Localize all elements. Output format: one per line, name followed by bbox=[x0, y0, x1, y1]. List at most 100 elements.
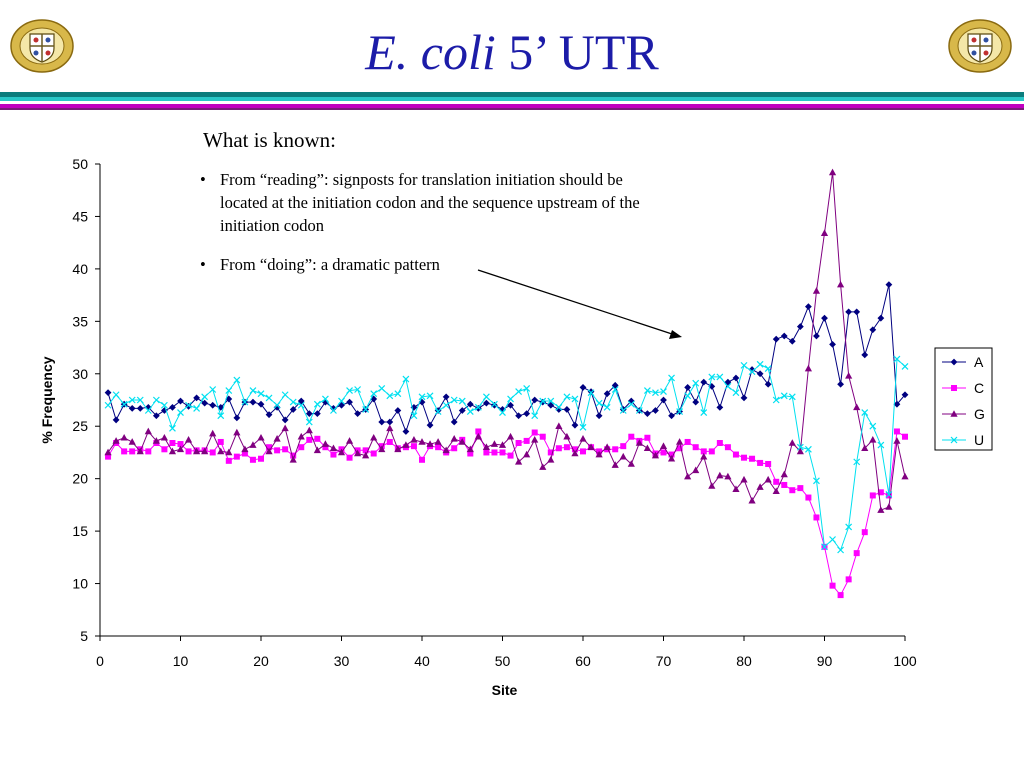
marker-stroke bbox=[354, 386, 362, 393]
data-point-g bbox=[772, 487, 780, 495]
data-point-g bbox=[466, 445, 474, 453]
data-point-a bbox=[821, 314, 828, 322]
marker-stroke bbox=[152, 396, 160, 404]
data-point-u bbox=[732, 389, 740, 397]
data-point-u bbox=[660, 388, 667, 396]
data-point-u bbox=[450, 396, 458, 404]
data-point-u bbox=[845, 523, 853, 531]
data-point-a bbox=[402, 428, 410, 435]
data-point-a bbox=[748, 366, 756, 373]
data-point-c bbox=[507, 452, 514, 459]
data-point-g bbox=[877, 506, 885, 513]
data-point-c bbox=[185, 448, 192, 455]
data-point-a bbox=[555, 406, 563, 413]
data-point-g bbox=[579, 435, 587, 442]
data-point-c bbox=[805, 494, 812, 501]
data-point-c bbox=[773, 478, 780, 485]
data-point-u bbox=[418, 393, 426, 401]
data-point-a bbox=[571, 421, 579, 429]
marker-stroke bbox=[144, 407, 152, 414]
data-point-g bbox=[539, 463, 547, 470]
data-point-u bbox=[434, 408, 442, 415]
data-point-c bbox=[580, 448, 586, 455]
data-point-g bbox=[104, 448, 112, 456]
data-point-c bbox=[765, 460, 772, 467]
data-point-g bbox=[619, 452, 627, 460]
data-point-g bbox=[426, 440, 434, 447]
x-tick-label: 100 bbox=[893, 653, 917, 669]
marker-stroke bbox=[547, 397, 555, 405]
data-point-a bbox=[209, 401, 217, 409]
marker-stroke bbox=[788, 393, 796, 401]
data-point-c bbox=[724, 444, 731, 451]
data-point-u bbox=[201, 393, 209, 401]
data-point-g bbox=[402, 441, 410, 448]
data-point-u bbox=[209, 386, 217, 393]
data-point-a bbox=[330, 404, 337, 412]
marker-stroke bbox=[813, 477, 820, 485]
data-point-c bbox=[555, 445, 562, 452]
data-point-c bbox=[620, 443, 627, 450]
data-point-u bbox=[499, 409, 506, 417]
data-point-c bbox=[475, 428, 482, 435]
data-point-a bbox=[893, 400, 901, 408]
data-point-g bbox=[861, 444, 869, 452]
data-point-g bbox=[531, 436, 539, 443]
data-point-u bbox=[635, 407, 643, 414]
data-point-g bbox=[265, 447, 273, 455]
data-point-a bbox=[563, 406, 571, 413]
data-point-g bbox=[168, 447, 177, 455]
data-point-g bbox=[523, 450, 531, 458]
data-point-c bbox=[877, 489, 884, 496]
data-point-u bbox=[676, 408, 684, 415]
data-point-g bbox=[337, 448, 346, 456]
data-point-c bbox=[732, 451, 739, 458]
data-point-u bbox=[603, 403, 611, 411]
series-line-g bbox=[107, 172, 906, 511]
data-point-a bbox=[764, 380, 772, 388]
data-point-g bbox=[209, 429, 217, 437]
data-point-c bbox=[169, 440, 176, 447]
legend-marker bbox=[950, 410, 958, 417]
data-point-u bbox=[128, 396, 136, 404]
legend-box bbox=[934, 347, 993, 451]
data-point-a bbox=[483, 399, 490, 407]
data-point-a bbox=[104, 389, 112, 397]
data-point-g bbox=[812, 287, 821, 294]
data-point-u bbox=[346, 387, 353, 394]
data-point-a bbox=[112, 416, 120, 424]
annotation-arrowhead bbox=[669, 330, 682, 339]
data-point-c bbox=[209, 449, 216, 456]
data-point-a bbox=[474, 404, 482, 412]
data-point-u bbox=[523, 385, 531, 392]
marker-stroke bbox=[845, 523, 853, 531]
data-point-u bbox=[515, 388, 523, 396]
data-point-u bbox=[748, 368, 756, 376]
data-point-g bbox=[603, 443, 611, 450]
series-u bbox=[104, 355, 909, 554]
data-point-a bbox=[869, 326, 877, 334]
data-point-g bbox=[354, 449, 362, 457]
data-point-a bbox=[684, 384, 692, 391]
data-point-u bbox=[531, 412, 539, 420]
data-point-g bbox=[571, 449, 579, 457]
annotation-arrow bbox=[477, 269, 673, 335]
header-band-purple bbox=[0, 108, 1024, 110]
data-point-c bbox=[241, 450, 248, 457]
data-point-g bbox=[249, 441, 257, 448]
x-tick-label: 90 bbox=[817, 653, 833, 669]
bullet-text: From “doing”: a dramatic pattern bbox=[220, 255, 440, 274]
marker-stroke bbox=[748, 368, 756, 376]
data-point-u bbox=[458, 397, 466, 405]
data-point-c bbox=[563, 444, 570, 451]
marker-stroke bbox=[571, 395, 579, 403]
data-point-u bbox=[362, 406, 370, 413]
marker-stroke bbox=[668, 374, 675, 382]
data-point-u bbox=[821, 543, 828, 551]
data-point-c bbox=[410, 443, 417, 450]
marker-stroke bbox=[128, 396, 136, 404]
data-point-g bbox=[804, 364, 812, 372]
marker-stroke bbox=[297, 401, 305, 409]
